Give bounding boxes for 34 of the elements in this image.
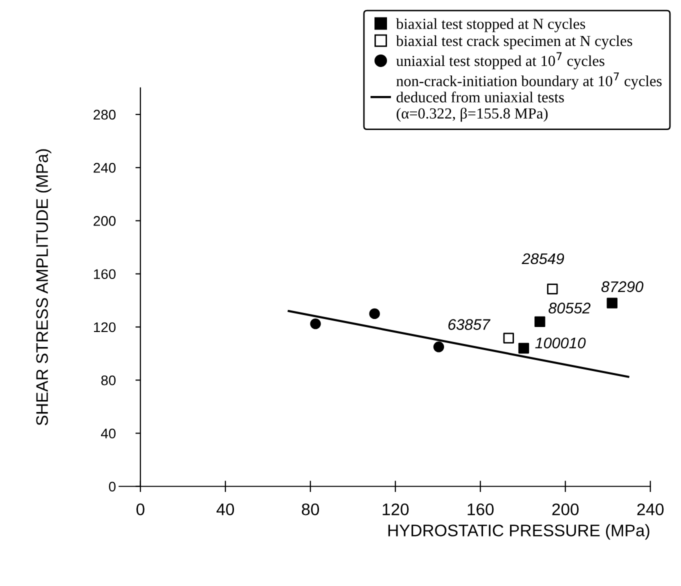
annotation: 100010	[535, 338, 586, 348]
point	[534, 316, 546, 328]
x-tick-label: 240	[637, 503, 664, 516]
x-axis-title: HYDROSTATIC PRESSURE (MPa)	[388, 524, 650, 540]
annotation: 80552	[548, 302, 590, 314]
annotation: 28549	[522, 253, 564, 264]
y-tick-label: 280	[94, 110, 116, 120]
y-tick-label: 200	[94, 216, 116, 226]
y-tick-label: 120	[94, 322, 116, 332]
y-tick-label: 40	[100, 428, 116, 438]
point	[518, 342, 530, 354]
legend-label: biaxial test crack specimen at N cycles	[396, 35, 632, 50]
point	[310, 318, 321, 330]
point	[433, 342, 444, 352]
y-tick-label: 240	[94, 162, 116, 173]
x-tick-label: 0	[136, 503, 144, 516]
y-tick-label: 80	[101, 375, 116, 386]
x-tick-label: 40	[216, 503, 234, 516]
legend-label: biaxial test stopped at N cycles	[396, 18, 586, 32]
x-tick-label: 200	[552, 503, 579, 516]
y-axis-title: SHEAR STRESS AMPLITUDE (MPa)	[36, 149, 52, 426]
legend-label: uniaxial test stopped at 10$^{7}$ cycles	[396, 52, 604, 70]
text: non-crack-initiation boundary at 10$^{7}$ cycles deduced from uniaxial tests (α=0.322, β=155.8 MPa)	[396, 72, 662, 122]
annotation: 87290	[601, 281, 644, 292]
x-tick-label: 80	[302, 503, 320, 516]
point	[503, 332, 514, 344]
annotation: 63857	[448, 319, 490, 330]
point	[606, 298, 618, 308]
x-tick-label: 160	[468, 503, 494, 516]
y-tick-label: 0	[108, 482, 116, 492]
y-tick-label: 160	[94, 269, 116, 280]
point	[369, 308, 380, 320]
x-tick-label: 120	[382, 503, 409, 516]
point	[547, 284, 558, 294]
